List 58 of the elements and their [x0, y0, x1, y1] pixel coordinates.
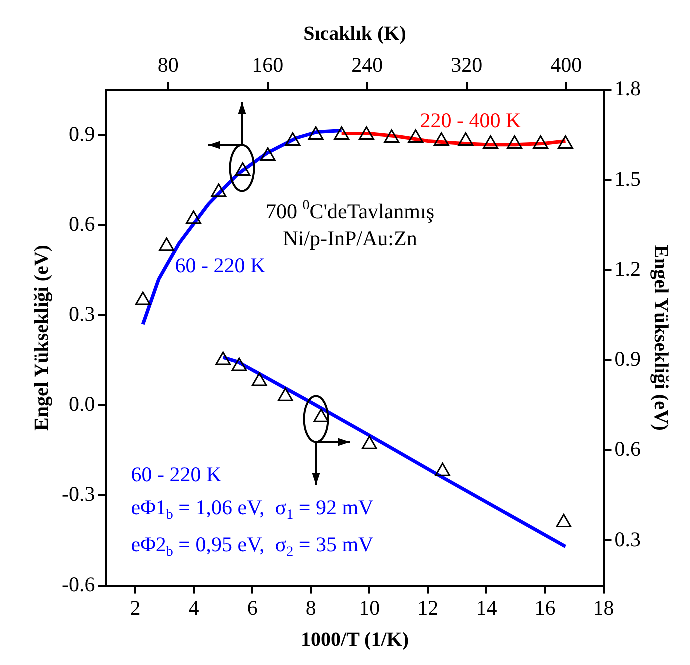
y-tick-label: -0.3	[62, 482, 96, 506]
point	[216, 352, 231, 366]
x-tick-label: 6	[247, 596, 258, 620]
point	[186, 210, 202, 224]
x2-tick-label: 80	[158, 53, 179, 78]
annotation: 60 - 220 K	[175, 254, 266, 278]
point	[278, 388, 294, 402]
point	[211, 184, 227, 198]
y-tick-label: 0.3	[68, 302, 96, 326]
point	[252, 372, 268, 386]
point	[285, 132, 301, 146]
y2-tick-label: 0.9	[614, 347, 641, 372]
y-tick-label: 0.6	[68, 212, 96, 236]
point	[533, 136, 549, 150]
y2-tick-label: 0.3	[614, 527, 641, 552]
x-axis-title: 1000/T (1/K)	[301, 629, 409, 652]
y2-tick-label: 1.2	[614, 256, 641, 281]
y2-axis-title: Engel Yüksekliği (eV)	[650, 245, 672, 431]
point	[507, 136, 522, 150]
point	[159, 238, 174, 252]
x2-tick-label: 160	[252, 53, 284, 78]
x-tick-label: 8	[306, 596, 316, 620]
x-tick-label: 12	[418, 596, 439, 620]
point	[435, 462, 450, 476]
point	[308, 126, 324, 140]
point	[135, 292, 151, 306]
y2-tick-label: 1.5	[614, 166, 641, 191]
point	[260, 148, 276, 162]
point	[558, 136, 574, 150]
x2-axis-title: Sıcaklık (K)	[304, 23, 406, 46]
x-tick-label: 16	[534, 596, 556, 620]
annotation: 220 - 400 K	[420, 108, 522, 133]
x-tick-label: 10	[359, 596, 380, 620]
point	[359, 126, 374, 140]
x2-tick-label: 240	[352, 53, 384, 78]
annotation: Ni/p-InP/Au:Zn	[283, 226, 418, 251]
x-tick-label: 2	[130, 596, 141, 620]
point	[384, 130, 400, 144]
y-tick-label: -0.6	[62, 572, 96, 596]
point	[483, 136, 498, 150]
point	[232, 358, 248, 372]
annotation: 60 - 220 K	[131, 462, 222, 487]
point	[408, 130, 424, 144]
y-tick-label: 0.0	[68, 392, 96, 416]
y2-tick-label: 0.6	[614, 437, 641, 462]
point	[434, 132, 450, 146]
x-tick-label: 4	[188, 596, 200, 620]
point	[458, 132, 474, 146]
point	[362, 436, 378, 450]
x-tick-label: 14	[476, 596, 498, 620]
point	[556, 514, 572, 528]
y-axis-title: Engel Yüksekliği (eV)	[31, 245, 54, 431]
x2-tick-label: 400	[550, 53, 582, 78]
y-tick-label: 0.9	[68, 122, 96, 146]
point	[334, 126, 350, 140]
x2-tick-label: 320	[451, 53, 483, 78]
y2-tick-label: 1.8	[614, 76, 641, 101]
x-tick-label: 18	[593, 596, 614, 620]
